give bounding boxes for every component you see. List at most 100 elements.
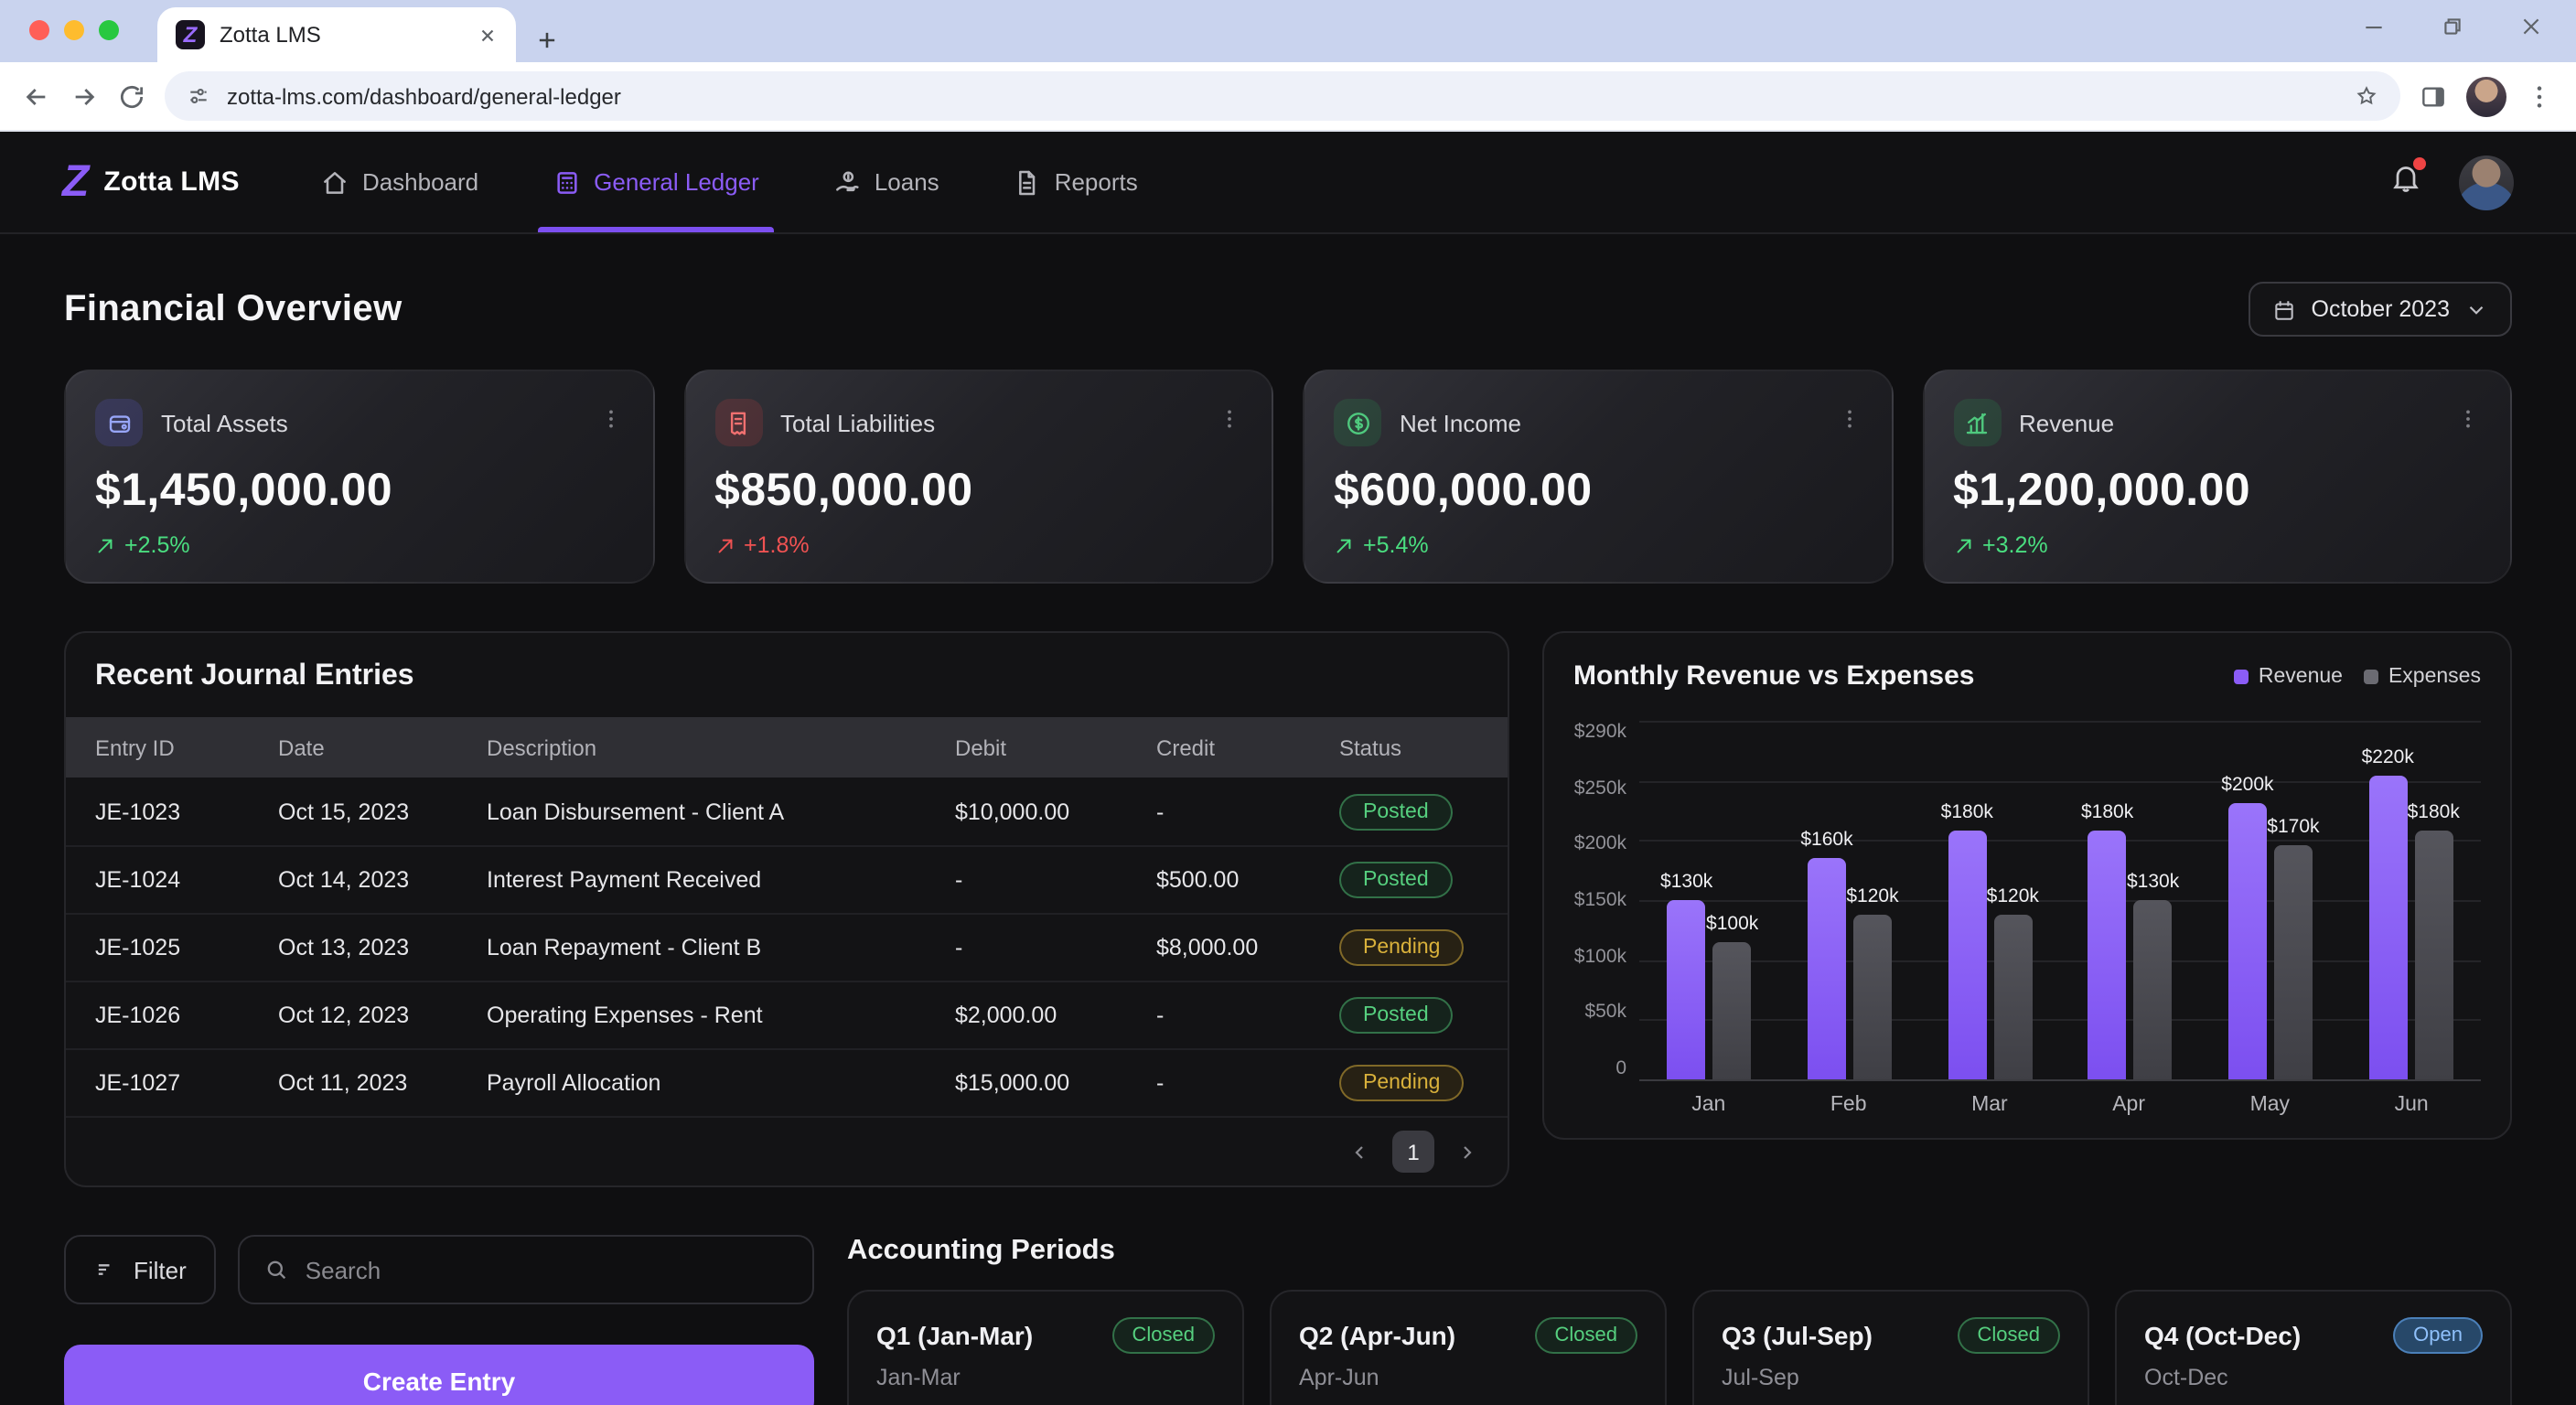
status-badge: Posted xyxy=(1339,793,1453,830)
app-nav: Z Zotta LMS Dashboard General Ledger Loa… xyxy=(0,132,2576,234)
kebab-icon xyxy=(1847,409,1851,427)
filter-button[interactable]: Filter xyxy=(64,1235,216,1304)
journal-entries-panel: Recent Journal Entries Entry ID Date Descr… xyxy=(64,631,1509,1187)
filter-icon xyxy=(98,1264,110,1275)
search-icon xyxy=(267,1260,285,1280)
table-row-je-1023[interactable]: JE-1023 Oct 15, 2023 Loan Disbursement -… xyxy=(66,778,1508,845)
status-badge: Pending xyxy=(1339,1065,1465,1101)
nav-right xyxy=(2389,155,2514,209)
tab-close-icon[interactable] xyxy=(478,25,498,45)
period-card-q3-jul-sep[interactable]: Q3 (Jul-Sep) Closed Jul-Sep xyxy=(1692,1290,2089,1405)
table-row-je-1026[interactable]: JE-1026 Oct 12, 2023 Operating Expenses … xyxy=(66,981,1508,1048)
cell-credit: - xyxy=(1156,799,1165,824)
brand-logo[interactable]: Z Zotta LMS xyxy=(62,159,240,204)
chart-title: Monthly Revenue vs Expenses xyxy=(1573,660,1975,692)
revenue-swatch xyxy=(2234,669,2249,683)
revenue-expenses-chart-panel: Monthly Revenue vs Expenses Revenue Expe… xyxy=(1542,631,2512,1140)
stat-label: Net Income xyxy=(1400,409,1521,436)
bar-chart-icon xyxy=(1966,412,1988,434)
period-selector-label: October 2023 xyxy=(2311,296,2451,322)
close-window-button[interactable] xyxy=(29,20,49,40)
trend-up-icon xyxy=(95,535,115,555)
dollar-circle-icon xyxy=(1334,399,1381,446)
legend-label-revenue: Revenue xyxy=(2258,665,2343,687)
journal-panel-title: Recent Journal Entries xyxy=(95,660,414,692)
macos-traffic-lights xyxy=(29,20,119,40)
bar-group-mar: $180k $120k xyxy=(1941,721,2039,1079)
browser-toolbar: zotta-lms.com/dashboard/general-ledger xyxy=(0,62,2576,132)
x-tick-label: Apr xyxy=(2112,1094,2146,1116)
browser-tab-strip: Z Zotta LMS xyxy=(0,0,2576,62)
search-input[interactable] xyxy=(305,1256,789,1283)
current-page[interactable]: 1 xyxy=(1392,1131,1434,1173)
card-menu-kebab-icon[interactable] xyxy=(1836,405,1862,440)
period-range: Apr-Jun xyxy=(1299,1365,1379,1390)
trend-up-icon xyxy=(1953,535,1973,555)
pagination: 1 xyxy=(66,1116,1508,1185)
card-menu-kebab-icon[interactable] xyxy=(597,405,623,440)
period-card-q1-jan-mar[interactable]: Q1 (Jan-Mar) Closed Jan-Mar xyxy=(847,1290,1244,1405)
restore-icon[interactable] xyxy=(2441,15,2464,38)
revenue-bar: $160k xyxy=(1800,829,1853,1079)
nav-item-reports[interactable]: Reports xyxy=(1013,132,1138,232)
trend-up-icon xyxy=(1336,538,1351,552)
nav-item-label: Dashboard xyxy=(361,168,479,196)
stat-cards: Total Assets $1,450,000.00 +2.5% Total L… xyxy=(64,370,2512,584)
period-selector[interactable]: October 2023 xyxy=(2249,282,2512,337)
cell-entry-id: JE-1027 xyxy=(95,1070,181,1096)
card-menu-kebab-icon[interactable] xyxy=(2455,405,2481,440)
x-tick-label: Jun xyxy=(2394,1094,2429,1116)
gridline xyxy=(1639,1019,2481,1022)
create-entry-button[interactable]: Create Entry xyxy=(64,1345,814,1405)
nav-item-label: General Ledger xyxy=(594,168,759,196)
minimize-window-button[interactable] xyxy=(64,20,84,40)
column-header-status: Status xyxy=(1339,735,1402,760)
trend-up-icon xyxy=(1956,538,1970,552)
cell-description: Interest Payment Received xyxy=(487,867,762,893)
nav-item-loans[interactable]: Loans xyxy=(832,132,939,232)
revenue-bar-label: $160k xyxy=(1800,829,1853,851)
legend-item-expenses: Expenses xyxy=(2364,665,2481,687)
nav-item-general-ledger[interactable]: General Ledger xyxy=(537,132,775,232)
forward-icon[interactable] xyxy=(70,81,99,111)
reload-icon[interactable] xyxy=(117,81,146,111)
next-page-icon[interactable] xyxy=(1456,1141,1478,1163)
tab-title: Zotta LMS xyxy=(220,22,321,48)
notification-dot xyxy=(2413,157,2426,170)
card-menu-kebab-icon[interactable] xyxy=(1217,405,1242,440)
table-row-je-1025[interactable]: JE-1025 Oct 13, 2023 Loan Repayment - Cl… xyxy=(66,913,1508,981)
url-bar[interactable]: zotta-lms.com/dashboard/general-ledger xyxy=(165,71,2400,121)
bookmark-star-icon[interactable] xyxy=(2355,84,2378,108)
stat-delta: +2.5% xyxy=(95,532,623,558)
table-row-je-1024[interactable]: JE-1024 Oct 14, 2023 Interest Payment Re… xyxy=(66,845,1508,913)
close-icon[interactable] xyxy=(2519,15,2543,38)
status-badge: Posted xyxy=(1339,997,1453,1034)
cell-entry-id: JE-1025 xyxy=(95,935,181,960)
notifications-bell-icon[interactable] xyxy=(2389,157,2426,203)
period-card-q2-apr-jun[interactable]: Q2 (Apr-Jun) Closed Apr-Jun xyxy=(1270,1290,1667,1405)
table-row-je-1027[interactable]: JE-1027 Oct 11, 2023 Payroll Allocation … xyxy=(66,1048,1508,1116)
cell-credit: $500.00 xyxy=(1156,867,1240,893)
user-avatar[interactable] xyxy=(2459,155,2514,209)
period-card-q4-oct-dec[interactable]: Q4 (Oct-Dec) Open Oct-Dec xyxy=(2115,1290,2512,1405)
gridline xyxy=(1639,900,2481,902)
expenses-bar-label: $130k xyxy=(2126,871,2180,893)
status-badge: Posted xyxy=(1339,862,1453,898)
cell-credit: $8,000.00 xyxy=(1156,935,1259,960)
wallet-icon xyxy=(108,414,130,432)
back-icon[interactable] xyxy=(22,81,51,111)
stat-delta-value: +5.4% xyxy=(1363,532,1429,558)
browser-tab[interactable]: Z Zotta LMS xyxy=(157,7,516,62)
wallet-icon xyxy=(95,399,143,446)
browser-menu-kebab-icon[interactable] xyxy=(2525,81,2554,111)
calendar-icon xyxy=(2275,300,2294,319)
nav-item-dashboard[interactable]: Dashboard xyxy=(320,132,478,232)
browser-profile-avatar[interactable] xyxy=(2466,76,2506,116)
prev-page-icon[interactable] xyxy=(1348,1141,1370,1163)
site-controls-icon[interactable] xyxy=(187,84,210,108)
minimize-icon[interactable] xyxy=(2362,15,2386,38)
new-tab-button[interactable] xyxy=(534,27,560,53)
side-panel-icon[interactable] xyxy=(2419,81,2448,111)
zoom-window-button[interactable] xyxy=(99,20,119,40)
